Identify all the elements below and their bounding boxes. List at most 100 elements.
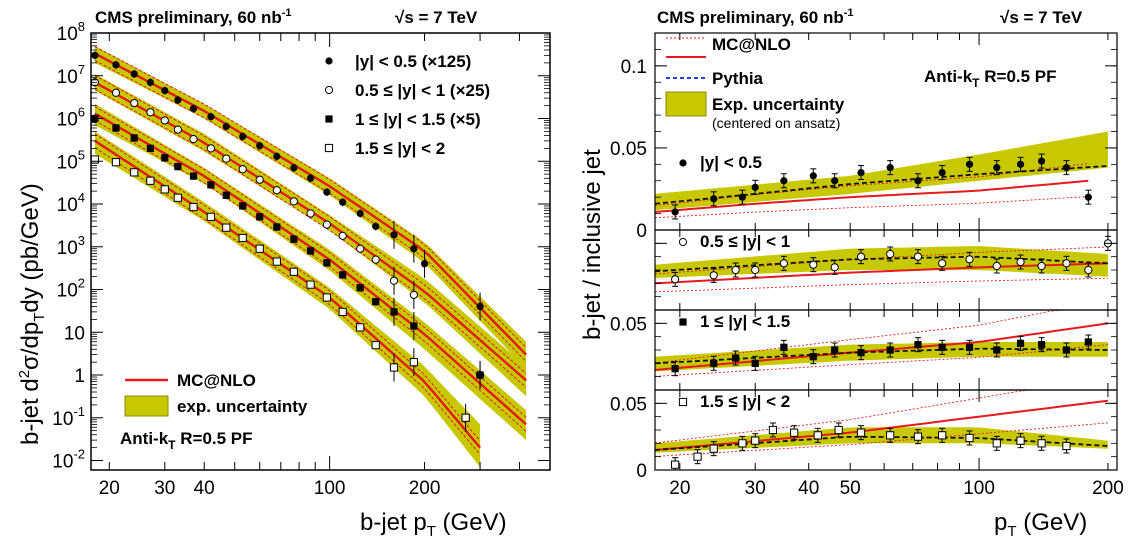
- data-point: [886, 249, 895, 259]
- data-point: [371, 255, 380, 264]
- data-point: [1062, 346, 1071, 354]
- x-tick-label: 200: [409, 478, 441, 499]
- data-point: [1062, 441, 1071, 451]
- left-legend-band-label: exp. uncertainty: [177, 397, 308, 416]
- data-point: [938, 431, 947, 440]
- pythia-ratio-line: [654, 435, 1108, 451]
- mc-line-3: [94, 139, 482, 449]
- data-point: [671, 275, 680, 284]
- panel-label-marker: [679, 159, 687, 167]
- data-point: [751, 359, 759, 367]
- data-point: [938, 343, 946, 351]
- mc-upper-line-3: [94, 133, 481, 442]
- data-point: [290, 235, 298, 243]
- left-header: CMS preliminary, 60 nb-1 √s = 7 TeV: [95, 7, 478, 27]
- data-point: [914, 177, 922, 185]
- data-point: [173, 193, 182, 202]
- left-legend-band: exp. uncertainty: [124, 395, 308, 417]
- right-legend-band-label: Exp. uncertainty: [712, 95, 845, 114]
- data-point: [222, 122, 230, 131]
- pythia-ratio-line: [654, 165, 1108, 205]
- legend-marker: [325, 115, 333, 123]
- left-legend: |y| < 0.5 (×125) 0.5 ≤ |y| < 1 (×25) 1 ≤ |…: [120, 52, 490, 452]
- data-point: [189, 134, 198, 144]
- band-swatch: [665, 91, 707, 117]
- data-point: [112, 124, 120, 132]
- ratio-band: [655, 246, 1108, 278]
- left-legend-mc-label: MC@NLO: [177, 371, 256, 390]
- data-point: [914, 341, 922, 349]
- y-tick-label: 10-1: [52, 404, 85, 430]
- y-tick-label: 104: [57, 190, 85, 216]
- data-point: [207, 113, 215, 121]
- ratio-band: [655, 427, 1108, 453]
- data-point: [710, 195, 718, 203]
- data-point: [338, 307, 347, 316]
- panel-label-marker: [678, 397, 688, 407]
- data-point: [273, 223, 281, 231]
- y-tick-label: 0: [636, 221, 647, 242]
- right-panel-labels: |y| < 0.5 0.5 ≤ |y| < 1 1 ≤ |y| < 1.5 1.5 ≤…: [678, 153, 790, 411]
- data-point: [409, 290, 418, 299]
- left-data-points: [90, 51, 485, 432]
- data-point: [289, 197, 298, 206]
- data-point: [831, 346, 839, 354]
- data-point: [255, 244, 264, 253]
- data-point: [189, 202, 198, 212]
- mc-lower-envelope: [654, 277, 1108, 293]
- legend-label: 1.5 ≤ |y| < 2: [355, 139, 445, 158]
- data-point: [161, 154, 169, 162]
- x-tick-label: 30: [745, 478, 766, 499]
- data-point: [738, 193, 746, 201]
- data-point: [710, 359, 718, 367]
- data-point: [160, 185, 169, 194]
- mc-upper-line-2: [94, 106, 527, 418]
- pythia-ratio-line: [654, 255, 1108, 273]
- x-tick-label: 20: [669, 478, 690, 499]
- data-point: [238, 233, 247, 243]
- data-point: [1038, 157, 1046, 165]
- right-legend-pythia-label: Pythia: [712, 69, 764, 88]
- data-point: [790, 428, 799, 437]
- data-point: [938, 168, 946, 177]
- band-legend-swatch: [124, 395, 169, 417]
- right-lines: [654, 163, 1109, 457]
- y-tick-label: 0.1: [621, 57, 647, 78]
- mc-upper-envelope: [654, 163, 1089, 207]
- data-point: [965, 343, 974, 351]
- mc-ratio-line: [654, 322, 1109, 371]
- data-point: [751, 265, 760, 275]
- data-point: [732, 354, 740, 362]
- data-point: [913, 432, 923, 441]
- data-point: [410, 322, 418, 330]
- y-tick-label: 108: [57, 19, 85, 45]
- legend-label: 0.5 ≤ |y| < 1 (×25): [355, 81, 490, 100]
- data-point: [206, 144, 215, 153]
- data-point: [372, 298, 380, 306]
- data-point: [111, 158, 121, 167]
- data-point: [323, 259, 331, 267]
- data-point: [886, 431, 895, 440]
- y-tick-label: 0.05: [610, 139, 647, 160]
- data-point: [356, 209, 364, 218]
- data-point: [207, 181, 215, 189]
- data-point: [992, 439, 1001, 448]
- data-point: [238, 165, 247, 174]
- right-legend-mc-label: MC@NLO: [712, 35, 791, 54]
- right-y-axis-title: b-jet / inclusive jet: [579, 149, 606, 340]
- data-point: [831, 177, 839, 185]
- data-point: [130, 168, 139, 177]
- data-point: [371, 341, 380, 350]
- y-tick-label: 105: [57, 147, 85, 173]
- y-tick-label: 0: [636, 461, 647, 482]
- panel-label-marker: [679, 318, 687, 326]
- data-point: [461, 413, 470, 422]
- data-point: [189, 172, 198, 180]
- left-axes: 10-2 10-1 1 10 102 103 104 105 106 107 108 20 30 40 10…: [52, 19, 551, 499]
- data-point: [222, 223, 231, 232]
- data-point: [356, 284, 364, 292]
- data-point: [306, 174, 315, 182]
- data-point: [809, 260, 818, 269]
